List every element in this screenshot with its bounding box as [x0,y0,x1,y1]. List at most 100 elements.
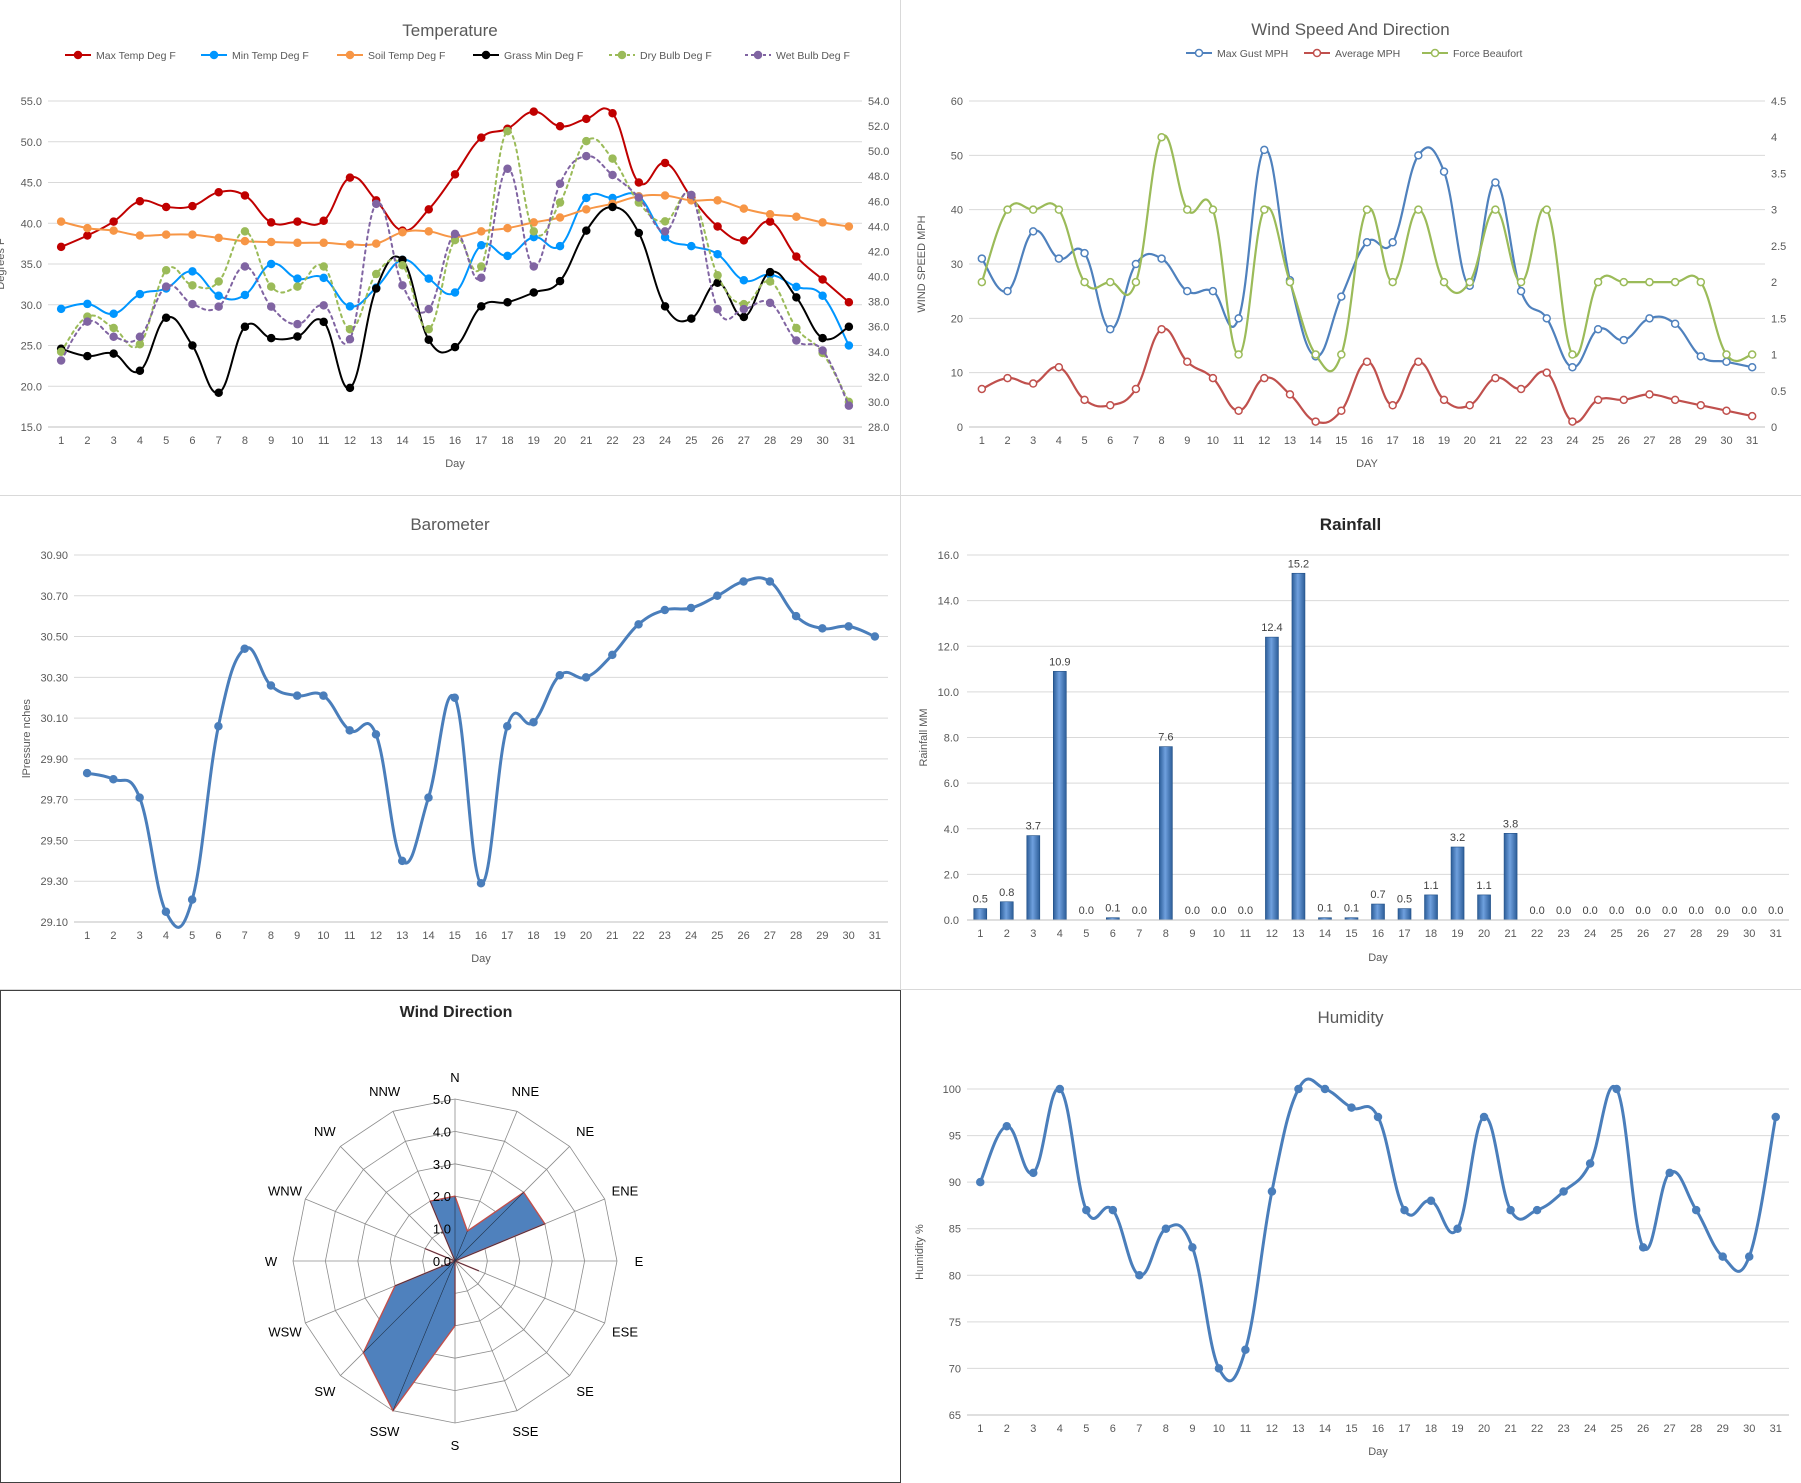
x-tick-label: 12 [370,930,382,942]
data-point [266,302,276,311]
data-point [1157,132,1166,142]
data-label: 0.0 [1768,905,1783,917]
x-tick-label: 27 [1664,928,1676,940]
data-point [214,291,223,301]
y2-tick-label: 28.0 [868,422,889,434]
radar-data-spoke [454,1223,545,1262]
x-tick-label: 2 [110,930,116,942]
direction-label: WNW [268,1184,303,1199]
data-point [1082,1205,1091,1215]
data-point [161,313,171,323]
data-point [1645,390,1654,399]
x-tick-label: 8 [1163,1423,1169,1435]
x-tick-label: 20 [1464,435,1476,447]
direction-label: S [451,1438,460,1453]
direction-label: ENE [612,1184,639,1199]
data-point [713,222,722,231]
radar-data-spoke [454,1260,480,1272]
data-point [660,217,670,226]
y2-tick-label: 52.0 [868,121,889,133]
series-line [980,146,1754,369]
x-tick-label: 17 [501,930,513,942]
y-tick-label: 16.0 [938,550,959,562]
data-point [135,196,145,206]
data-point [1241,1345,1250,1355]
data-point [1131,277,1141,287]
data-point [214,277,223,286]
data-point [1161,1224,1171,1233]
data-point [371,239,381,248]
x-tick-label: 8 [1159,435,1165,447]
data-point [56,304,66,314]
data-point [1002,1122,1012,1131]
y-tick-label: 65 [949,1410,961,1422]
data-point [1619,335,1629,345]
y-tick-label: 29.10 [40,917,68,929]
x-tick-label: 24 [1584,928,1596,940]
data-point [660,158,670,168]
x-tick-label: 31 [1770,1423,1782,1435]
data-point [686,603,696,613]
x-tick-label: 3 [1030,1423,1036,1435]
data-point [1670,395,1680,405]
legend-marker [1312,48,1322,58]
chart-title: Rainfall [1320,515,1381,534]
data-point [765,577,775,586]
x-tick-label: 10 [1213,928,1225,940]
y-tick-label: 14.0 [938,596,959,608]
y2-tick-label: 48.0 [868,171,889,183]
data-point [109,226,118,235]
data-point [1619,277,1629,287]
y-tick-label: 30.70 [40,591,68,603]
data-point [1400,1205,1409,1215]
x-tick-label: 17 [1398,1423,1410,1435]
data-point [1003,373,1012,383]
data-point [1747,350,1757,359]
series-line [980,134,1754,373]
x-tick-label: 26 [1618,435,1630,447]
data-label: 0.0 [1079,905,1094,917]
x-tick-label: 10 [1207,435,1219,447]
data-point [634,178,644,187]
data-point [1665,1168,1674,1178]
x-tick-label: 14 [1319,1423,1331,1435]
rainfall-chart-panel: Rainfall 0.0 2.0 4.0 6.0 8.0 10.0 12.0 14.0 16.0 0… [901,496,1801,990]
data-label: 1.1 [1476,880,1491,892]
p-rain-svg: Rainfall0.02.04.06.08.010.012.014.016.00… [918,515,1789,964]
x-tick-label: 25 [1592,435,1604,447]
x-tick-label: 18 [501,435,513,447]
data-point [477,133,486,142]
series-line [85,576,877,929]
direction-label: NNE [512,1084,540,1099]
data-point [1696,352,1706,361]
data-point [82,768,92,778]
data-label: 3.8 [1503,818,1518,830]
x-tick-label: 11 [1240,928,1251,940]
data-point [1337,350,1346,359]
y-tick-label: 90 [949,1177,961,1189]
chart-title: Barometer [410,515,490,534]
data-point [214,188,223,197]
data-point [818,624,827,633]
x-tick-label: 19 [1451,1423,1463,1435]
data-point [135,289,145,299]
y-tick-label: 100 [943,1084,961,1096]
x-tick-label: 4 [1057,1423,1063,1435]
legend-marker [481,50,491,60]
x-tick-label: 13 [370,435,382,447]
data-point [1362,238,1372,247]
data-point [1722,406,1731,415]
x-tick-label: 11 [318,435,329,447]
radar-data-spoke [429,1201,456,1262]
data-point [188,230,197,239]
x-tick-label: 14 [1319,928,1331,940]
x-tick-label: 8 [1163,928,1169,940]
data-point [293,274,302,283]
data-point [1479,1112,1489,1122]
x-tick-label: 9 [268,435,274,447]
x-tick-label: 22 [1515,435,1527,447]
data-point [477,302,486,311]
data-point [1337,406,1346,415]
data-point [109,349,118,358]
x-tick-label: 1 [84,930,90,942]
